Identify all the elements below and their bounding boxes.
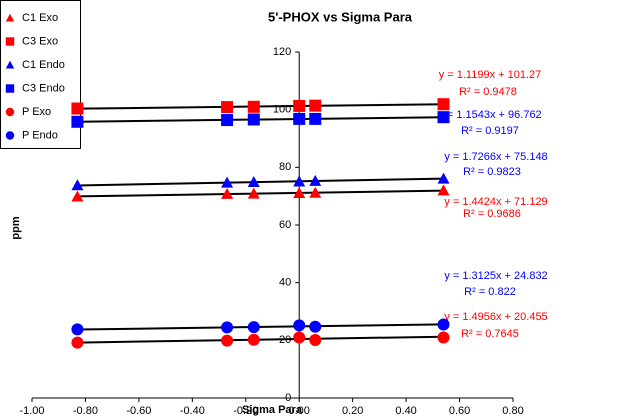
data-point xyxy=(247,321,260,334)
trendline xyxy=(77,177,444,187)
data-point xyxy=(221,187,234,199)
data-point xyxy=(293,186,306,198)
trendline-equation: y = 1.1543x + 96.762 xyxy=(438,109,541,121)
data-point xyxy=(309,174,322,186)
data-point xyxy=(71,190,84,202)
data-point xyxy=(71,323,84,336)
trendline-r2: R² = 0.9197 xyxy=(461,125,519,137)
data-point xyxy=(247,333,260,346)
y-tick-label: 120 xyxy=(273,46,291,58)
data-point xyxy=(71,115,84,128)
trendline-equation: y = 1.4424x + 71.129 xyxy=(444,196,547,208)
legend-marker xyxy=(5,60,15,69)
x-tick-label: -0.40 xyxy=(180,405,205,417)
data-point xyxy=(437,98,450,111)
data-point xyxy=(247,113,260,126)
x-tick-label: -0.60 xyxy=(126,405,151,417)
trendline-r2: R² = 0.822 xyxy=(464,286,516,298)
x-tick-label: 0.80 xyxy=(502,405,523,417)
legend-label: C1 Exo xyxy=(22,12,58,24)
y-tick-label: 60 xyxy=(279,219,291,231)
legend-marker xyxy=(5,107,15,117)
data-point xyxy=(437,172,450,184)
y-tick-label: 0 xyxy=(285,392,291,404)
data-point xyxy=(293,331,306,344)
x-tick-label: -1.00 xyxy=(19,405,44,417)
legend-marker xyxy=(5,13,15,22)
data-point xyxy=(221,334,234,347)
data-point xyxy=(247,100,260,113)
legend-marker xyxy=(5,37,15,46)
data-point xyxy=(309,186,322,198)
x-tick-label: 0.20 xyxy=(342,405,363,417)
y-axis-label: ppm xyxy=(10,216,22,239)
data-point xyxy=(437,331,450,344)
data-point xyxy=(71,336,84,349)
x-tick-label: 0.60 xyxy=(449,405,470,417)
legend-label: C1 Endo xyxy=(22,59,65,71)
trendline-r2: R² = 0.9686 xyxy=(463,208,521,220)
legend-label: C3 Endo xyxy=(22,82,65,94)
data-point xyxy=(247,176,260,188)
data-point xyxy=(221,321,234,334)
data-point xyxy=(71,102,84,115)
x-tick-label: -0.20 xyxy=(233,405,258,417)
trendline xyxy=(77,116,444,123)
trendline-equation: y = 1.1199x + 101.27 xyxy=(439,69,542,81)
trendline xyxy=(77,103,444,110)
x-tick-label: -0.80 xyxy=(73,405,98,417)
legend-label: P Exo xyxy=(22,106,51,118)
data-point xyxy=(309,112,322,125)
data-point xyxy=(221,176,234,188)
data-point xyxy=(293,112,306,125)
trendline xyxy=(77,189,444,198)
data-point xyxy=(293,319,306,332)
y-tick-label: 80 xyxy=(279,161,291,173)
trendline-equation: y = 1.4956x + 20.455 xyxy=(444,311,547,323)
trendline-r2: R² = 0.9823 xyxy=(463,166,521,178)
x-tick-label: 0.00 xyxy=(289,405,310,417)
data-point xyxy=(437,318,450,331)
data-point xyxy=(309,320,322,333)
x-axis-label: Sigma Para xyxy=(242,404,303,416)
data-point xyxy=(437,111,450,124)
data-point xyxy=(247,187,260,199)
data-point xyxy=(293,175,306,187)
x-tick-label: 0.40 xyxy=(395,405,416,417)
legend-box xyxy=(0,0,81,149)
data-point xyxy=(437,184,450,196)
data-point xyxy=(221,114,234,127)
legend-marker xyxy=(5,84,15,93)
trendline-r2: R² = 0.7645 xyxy=(461,328,519,340)
trendline-r2: R² = 0.9478 xyxy=(459,86,517,98)
data-point xyxy=(293,99,306,112)
trendline-equation: y = 1.3125x + 24.832 xyxy=(444,270,547,282)
legend-label: P Endo xyxy=(22,129,58,141)
trendline xyxy=(77,323,444,331)
trendline xyxy=(77,335,444,344)
data-point xyxy=(221,101,234,114)
chart-title: 5'-PHOX vs Sigma Para xyxy=(268,9,413,24)
legend-marker xyxy=(5,131,15,140)
data-point xyxy=(309,334,322,347)
trendline-equation: y = 1.7266x + 75.148 xyxy=(444,151,547,163)
data-point xyxy=(71,179,84,191)
legend-label: C3 Exo xyxy=(22,35,58,47)
y-tick-label: 40 xyxy=(279,277,291,289)
data-point xyxy=(309,99,322,112)
